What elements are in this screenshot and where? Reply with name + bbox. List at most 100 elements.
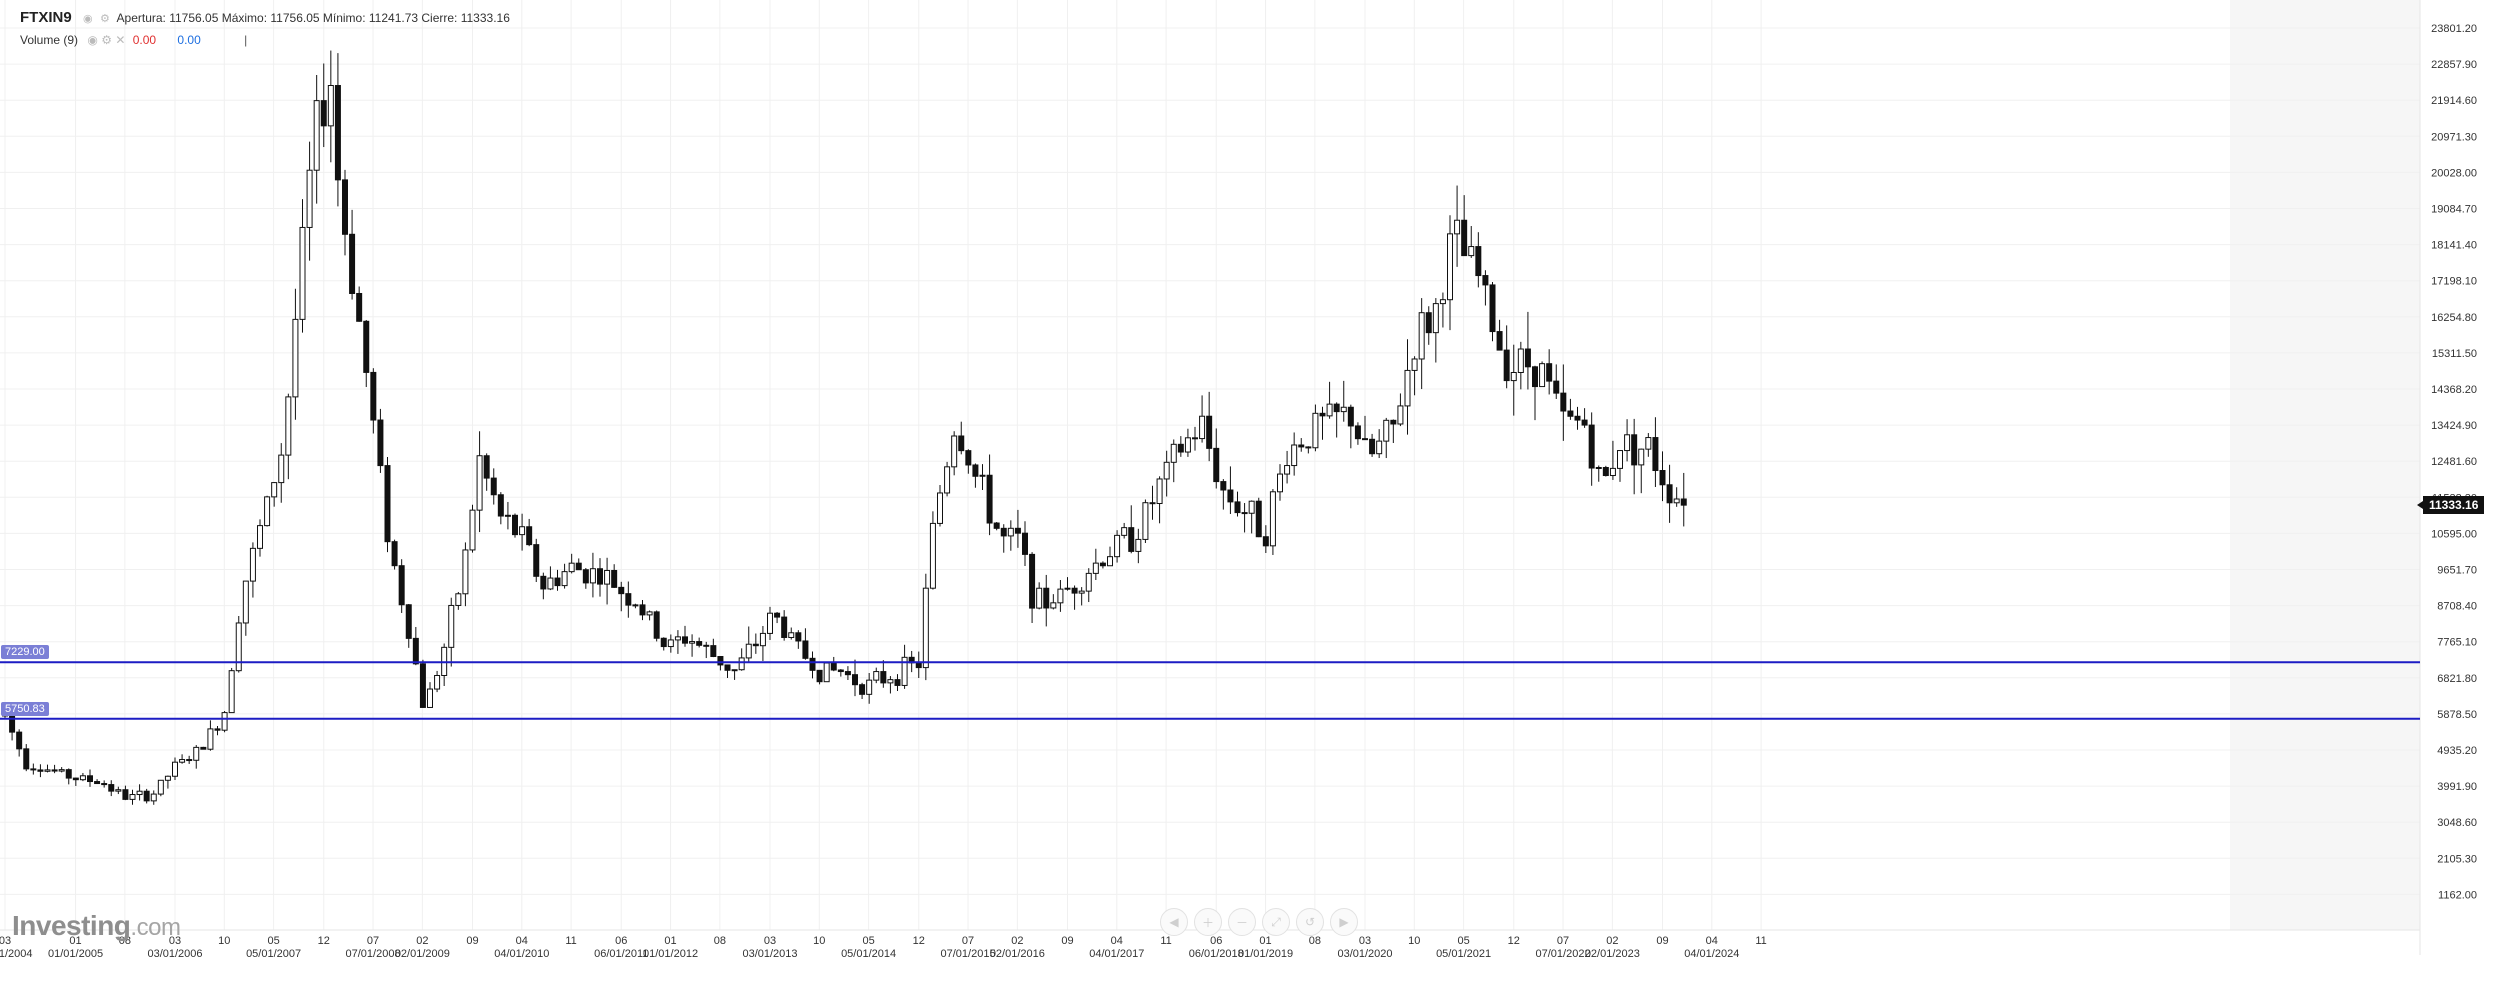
candle-bullish[interactable] — [1050, 602, 1057, 609]
candle-bullish[interactable] — [242, 580, 249, 624]
candle-bullish[interactable] — [759, 632, 766, 647]
candle-bullish[interactable] — [264, 496, 271, 527]
candle-bearish[interactable] — [880, 671, 887, 684]
zoom-out-icon[interactable]: － — [1228, 908, 1256, 936]
candle-bullish[interactable] — [646, 611, 653, 616]
candle-bullish[interactable] — [462, 549, 469, 595]
candle-bearish[interactable] — [639, 604, 646, 616]
candle-bullish[interactable] — [1064, 587, 1071, 590]
eye-icon[interactable]: ◉ — [87, 33, 98, 47]
candle-bearish[interactable] — [1567, 410, 1574, 417]
candle-bearish[interactable] — [1489, 284, 1496, 333]
candle-bullish[interactable] — [873, 671, 880, 681]
candle-bearish[interactable] — [1503, 349, 1510, 382]
candle-bullish[interactable] — [285, 396, 292, 456]
candle-bullish[interactable] — [1156, 478, 1163, 505]
candle-bullish[interactable] — [164, 775, 171, 781]
candle-bearish[interactable] — [1390, 419, 1397, 425]
candle-bullish[interactable] — [738, 657, 745, 671]
candle-bearish[interactable] — [1362, 438, 1368, 441]
candle-bearish[interactable] — [51, 769, 58, 772]
candle-bullish[interactable] — [455, 593, 462, 606]
candle-bearish[interactable] — [94, 781, 101, 785]
candle-bullish[interactable] — [271, 482, 278, 498]
candle-bearish[interactable] — [490, 477, 497, 496]
candle-bearish[interactable] — [405, 604, 412, 639]
candle-bullish[interactable] — [1539, 363, 1546, 388]
candle-bullish[interactable] — [79, 775, 86, 781]
candle-bearish[interactable] — [1560, 392, 1567, 412]
candle-bullish[interactable] — [1107, 556, 1113, 567]
candle-bullish[interactable] — [632, 604, 639, 607]
candle-bearish[interactable] — [1475, 246, 1482, 277]
candle-bearish[interactable] — [122, 789, 129, 800]
candle-bullish[interactable] — [1326, 403, 1333, 417]
chart-area[interactable]: 1162.00 2105.30 3048.60 3991.90 4935.20 5878.… — [0, 0, 2477, 960]
candle-bearish[interactable] — [618, 586, 625, 595]
candle-bullish[interactable] — [951, 435, 958, 468]
candle-bearish[interactable] — [143, 790, 150, 802]
candle-bearish[interactable] — [1659, 470, 1666, 486]
candle-bearish[interactable] — [526, 526, 533, 546]
candle-bullish[interactable] — [1517, 348, 1524, 373]
candle-bearish[interactable] — [1128, 527, 1135, 552]
candle-bearish[interactable] — [533, 544, 540, 577]
candle-bearish[interactable] — [781, 616, 788, 638]
candle-bullish[interactable] — [1121, 527, 1128, 536]
candle-bearish[interactable] — [419, 663, 426, 708]
close-icon[interactable]: ✕ — [115, 33, 126, 47]
candle-bearish[interactable] — [1262, 536, 1269, 547]
candle-bullish[interactable] — [519, 526, 526, 536]
candle-bearish[interactable] — [852, 674, 858, 686]
candle-bearish[interactable] — [101, 783, 108, 786]
candle-bullish[interactable] — [922, 587, 929, 669]
candle-bearish[interactable] — [611, 569, 618, 588]
candle-bearish[interactable] — [1425, 312, 1432, 334]
candle-bearish[interactable] — [802, 640, 809, 659]
candle-bullish[interactable] — [469, 509, 476, 551]
candle-bullish[interactable] — [157, 779, 164, 795]
candle-bearish[interactable] — [1149, 502, 1156, 505]
candle-bearish[interactable] — [710, 645, 717, 658]
candle-bullish[interactable] — [929, 522, 936, 589]
candle-bullish[interactable] — [313, 100, 320, 171]
candle-bearish[interactable] — [483, 455, 490, 479]
candle-bullish[interactable] — [1432, 303, 1439, 334]
candle-bullish[interactable] — [434, 674, 441, 690]
candle-bearish[interactable] — [87, 775, 93, 783]
candle-bullish[interactable] — [568, 562, 575, 573]
candle-bearish[interactable] — [512, 514, 518, 536]
candle-bearish[interactable] — [9, 715, 16, 733]
candle-bullish[interactable] — [172, 761, 178, 777]
level-badge-upper[interactable]: 7229.00 — [1, 645, 49, 660]
candle-bullish[interactable] — [1078, 590, 1085, 594]
settings-icon[interactable]: ⚙ — [101, 33, 112, 47]
candle-bearish[interactable] — [377, 419, 384, 467]
candle-bullish[interactable] — [1376, 440, 1383, 455]
candle-bullish[interactable] — [1312, 412, 1319, 449]
candle-bullish[interactable] — [1447, 233, 1453, 301]
candle-bearish[interactable] — [1354, 425, 1361, 440]
candle-bearish[interactable] — [660, 637, 667, 648]
candle-bearish[interactable] — [412, 637, 419, 665]
candle-bearish[interactable] — [752, 643, 759, 647]
candle-bearish[interactable] — [108, 784, 115, 792]
candle-bearish[interactable] — [1043, 587, 1050, 609]
candle-bearish[interactable] — [554, 577, 561, 587]
level-badge-lower[interactable]: 5750.83 — [1, 701, 49, 716]
candle-bearish[interactable] — [774, 612, 781, 618]
candle-bearish[interactable] — [72, 777, 79, 781]
candle-bullish[interactable] — [823, 662, 830, 683]
candle-bullish[interactable] — [327, 85, 334, 127]
candle-bullish[interactable] — [448, 604, 455, 648]
candle-bearish[interactable] — [844, 671, 851, 676]
settings-icon[interactable]: ⚙ — [99, 13, 110, 25]
candle-bearish[interactable] — [1099, 562, 1106, 567]
candle-bullish[interactable] — [1468, 246, 1475, 257]
candle-bullish[interactable] — [667, 639, 674, 648]
candle-bullish[interactable] — [1617, 450, 1623, 469]
candle-bullish[interactable] — [767, 612, 773, 634]
candle-bullish[interactable] — [129, 794, 136, 800]
candle-bearish[interactable] — [349, 233, 356, 294]
candle-bullish[interactable] — [1277, 473, 1283, 493]
